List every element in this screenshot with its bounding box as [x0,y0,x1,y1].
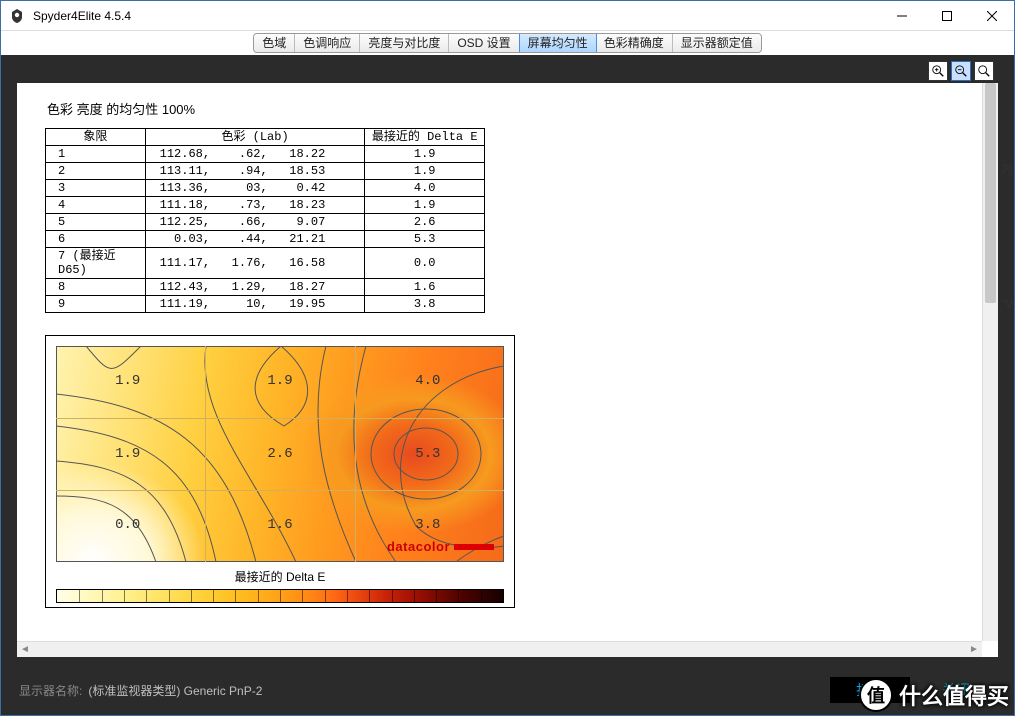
vertical-scrollbar[interactable] [982,83,998,641]
table-row: 5112.25, .66, 9.072.6 [46,214,485,231]
monitor-label: 显示器名称: [19,682,82,699]
table-header: 最接近的 Delta E [365,129,485,146]
table-row: 1112.68, .62, 18.221.9 [46,146,485,163]
cell-lab: 113.11, .94, 18.53 [145,163,365,180]
cell-lab: 111.18, .73, 18.23 [145,197,365,214]
content-area: 色彩 亮度 的均匀性 100% 象限色彩 (Lab)最接近的 Delta E 1… [1,55,1014,715]
report-page: 色彩 亮度 的均匀性 100% 象限色彩 (Lab)最接近的 Delta E 1… [17,83,982,641]
cell-quadrant: 4 [46,197,146,214]
table-header: 色彩 (Lab) [145,129,365,146]
cell-lab: 111.19, 10, 19.95 [145,296,365,313]
scroll-left-icon[interactable]: ◄ [17,644,33,655]
tabbar: 色域色调响应亮度与对比度OSD 设置屏幕均匀性色彩精确度显示器额定值 [1,31,1014,55]
window-title: Spyder4Elite 4.5.4 [33,9,879,23]
table-row: 9111.19, 10, 19.953.8 [46,296,485,313]
cell-quadrant: 7 (最接近 D65) [46,248,146,279]
tab-1[interactable]: 色调响应 [295,34,360,52]
cell-lab: 111.17, 1.76, 16.58 [145,248,365,279]
cell-lab: 112.43, 1.29, 18.27 [145,279,365,296]
brand-bar-icon [454,544,494,550]
table-row: 2113.11, .94, 18.531.9 [46,163,485,180]
zoom-toolbar [928,61,994,81]
print-button[interactable]: 打印 [830,677,910,703]
app-window: Spyder4Elite 4.5.4 色域色调响应亮度与对比度OSD 设置屏幕均… [0,0,1015,716]
uniformity-table: 象限色彩 (Lab)最接近的 Delta E 1112.68, .62, 18.… [45,128,485,313]
zoom-out-button[interactable] [951,61,971,81]
cell-quadrant: 6 [46,231,146,248]
tab-2[interactable]: 亮度与对比度 [360,34,449,52]
table-row: 4111.18, .73, 18.231.9 [46,197,485,214]
cell-deltae: 3.8 [365,296,485,313]
cell-quadrant: 3 [46,180,146,197]
chart-xlabel: 最接近的 Delta E [56,568,504,585]
tab-group: 色域色调响应亮度与对比度OSD 设置屏幕均匀性色彩精确度显示器额定值 [253,33,761,53]
cell-quadrant: 5 [46,214,146,231]
color-scale [56,589,504,603]
table-row: 8112.43, 1.29, 18.271.6 [46,279,485,296]
cell-deltae: 1.6 [365,279,485,296]
close-report-button[interactable]: 关闭 [916,677,996,703]
brand-label: datacolor [387,539,494,554]
cell-value-label: 1.9 [115,373,140,389]
cell-lab: 112.68, .62, 18.22 [145,146,365,163]
tab-4[interactable]: 屏幕均匀性 [519,33,597,53]
table-row: 6 0.03, .44, 21.215.3 [46,231,485,248]
scroll-right-icon[interactable]: ► [966,644,982,655]
cell-deltae: 1.9 [365,146,485,163]
cropped-edge-text: 为 “V [1001,160,1013,311]
titlebar: Spyder4Elite 4.5.4 [1,1,1014,31]
table-header: 象限 [46,129,146,146]
cell-value-label: 1.9 [267,373,292,389]
zoom-in-button[interactable] [928,61,948,81]
cell-value-label: 5.3 [415,446,440,462]
tab-3[interactable]: OSD 设置 [449,34,519,52]
minimize-button[interactable] [879,1,924,30]
close-button[interactable] [969,1,1014,30]
report-viewport: 色彩 亮度 的均匀性 100% 象限色彩 (Lab)最接近的 Delta E 1… [17,83,998,657]
table-row: 3113.36, 03, 0.424.0 [46,180,485,197]
cell-lab: 113.36, 03, 0.42 [145,180,365,197]
cell-deltae: 0.0 [365,248,485,279]
cell-quadrant: 2 [46,163,146,180]
cell-quadrant: 8 [46,279,146,296]
cell-value-label: 0.0 [115,517,140,533]
cell-lab: 0.03, .44, 21.21 [145,231,365,248]
cell-deltae: 5.3 [365,231,485,248]
cell-value-label: 1.9 [115,446,140,462]
cell-deltae: 1.9 [365,163,485,180]
maximize-button[interactable] [924,1,969,30]
horizontal-scrollbar[interactable]: ◄ ► [17,641,982,657]
report-title: 色彩 亮度 的均匀性 100% [47,99,952,118]
footer: 显示器名称: (标准监视器类型) Generic PnP-2 打印 关闭 [1,665,1014,715]
cell-value-label: 2.6 [267,446,292,462]
cell-quadrant: 1 [46,146,146,163]
tab-5[interactable]: 色彩精确度 [596,34,673,52]
cell-value-label: 1.6 [267,517,292,533]
cell-deltae: 4.0 [365,180,485,197]
cell-quadrant: 9 [46,296,146,313]
cell-deltae: 1.9 [365,197,485,214]
table-row: 7 (最接近 D65)111.17, 1.76, 16.580.0 [46,248,485,279]
uniformity-chart: 1.9 1.9 4.0 1.9 2.6 5.3 0.0 1.6 3.8 datacolor 最接… [45,335,515,608]
tab-0[interactable]: 色域 [254,34,295,52]
cell-value-label: 3.8 [415,517,440,533]
brand-text: datacolor [387,539,450,554]
cell-deltae: 2.6 [365,214,485,231]
cell-value-label: 4.0 [415,373,440,389]
app-icon [9,8,25,24]
cell-lab: 112.25, .66, 9.07 [145,214,365,231]
zoom-fit-button[interactable] [974,61,994,81]
tab-6[interactable]: 显示器额定值 [673,34,761,52]
monitor-value: (标准监视器类型) Generic PnP-2 [88,682,262,699]
